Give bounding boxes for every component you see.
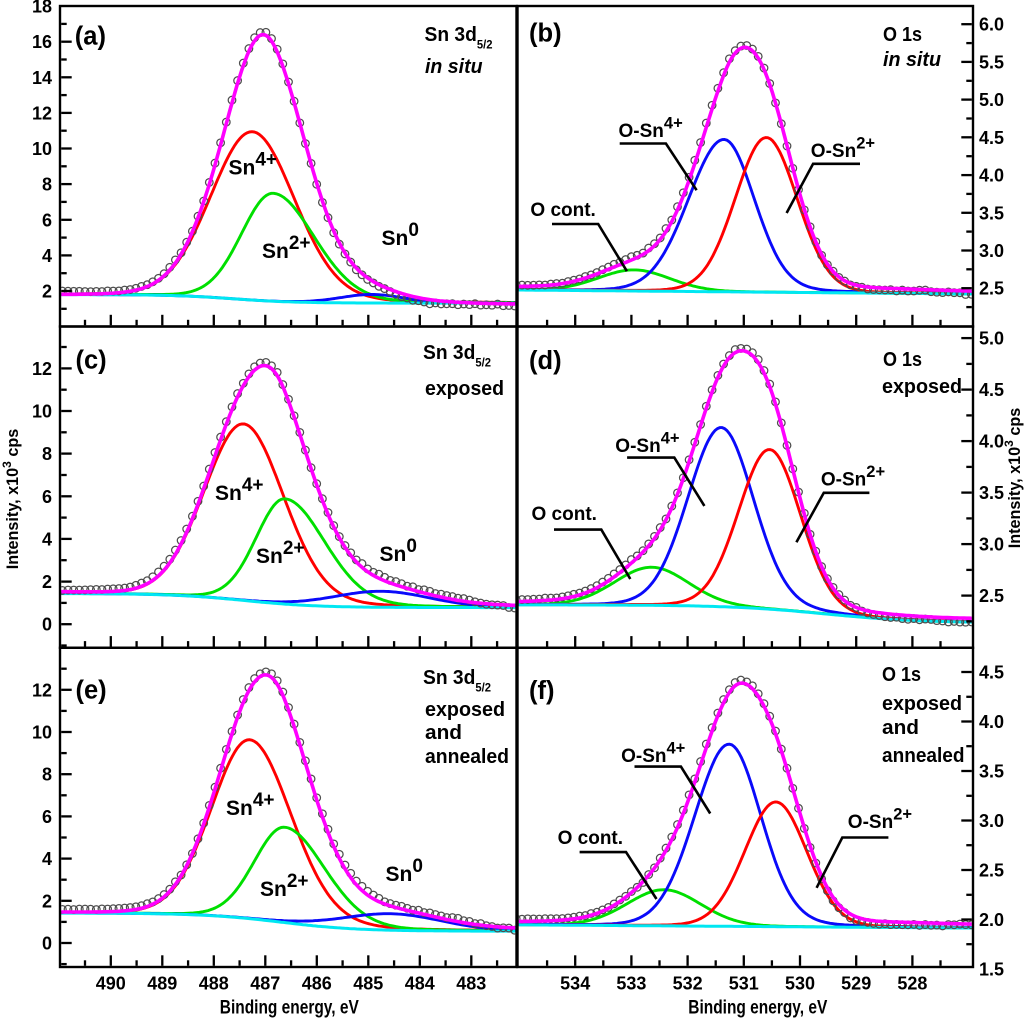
svg-text:483: 483: [456, 974, 486, 994]
svg-text:485: 485: [353, 974, 383, 994]
svg-text:14: 14: [32, 68, 52, 88]
svg-text:Binding energy, eV: Binding energy, eV: [688, 997, 827, 1019]
svg-text:2.5: 2.5: [979, 861, 1004, 881]
svg-text:and: and: [882, 716, 919, 739]
svg-text:529: 529: [841, 974, 871, 994]
svg-text:12: 12: [32, 103, 52, 123]
svg-text:Binding energy, eV: Binding energy, eV: [220, 997, 359, 1019]
svg-text:6: 6: [42, 487, 52, 507]
svg-text:534: 534: [560, 974, 590, 994]
svg-text:3.0: 3.0: [979, 535, 1004, 555]
svg-text:4.0: 4.0: [979, 712, 1004, 732]
svg-text:6: 6: [42, 210, 52, 230]
svg-text:Intensity, x103 cps: Intensity, x103 cps: [1002, 408, 1024, 548]
svg-text:O cont.: O cont.: [532, 504, 597, 525]
svg-text:4.5: 4.5: [979, 663, 1004, 683]
svg-text:10: 10: [32, 402, 52, 422]
svg-text:(a): (a): [75, 22, 106, 50]
svg-text:8: 8: [42, 175, 52, 195]
svg-text:0: 0: [42, 615, 52, 635]
svg-text:2: 2: [42, 282, 52, 302]
svg-text:8: 8: [42, 444, 52, 464]
svg-text:5.5: 5.5: [979, 52, 1004, 72]
svg-text:530: 530: [785, 974, 815, 994]
svg-text:2: 2: [42, 891, 52, 911]
svg-text:12: 12: [32, 359, 52, 379]
svg-text:4.0: 4.0: [979, 432, 1004, 452]
svg-text:and: and: [425, 721, 462, 744]
svg-text:532: 532: [673, 974, 703, 994]
svg-text:488: 488: [199, 974, 229, 994]
svg-text:533: 533: [616, 974, 646, 994]
svg-text:1.5: 1.5: [979, 960, 1004, 980]
svg-text:annealed: annealed: [882, 744, 965, 767]
svg-text:2.0: 2.0: [979, 910, 1004, 930]
svg-text:6: 6: [42, 807, 52, 827]
svg-text:489: 489: [147, 974, 177, 994]
svg-text:O cont.: O cont.: [530, 200, 595, 221]
svg-text:2.5: 2.5: [979, 279, 1004, 299]
svg-text:O 1s: O 1s: [883, 348, 922, 371]
svg-text:10: 10: [32, 723, 52, 743]
svg-text:4.5: 4.5: [979, 128, 1004, 148]
svg-text:8: 8: [42, 765, 52, 785]
svg-text:4: 4: [42, 529, 52, 549]
svg-text:in situ: in situ: [425, 55, 483, 78]
svg-text:(c): (c): [76, 346, 107, 374]
svg-text:(f): (f): [529, 677, 554, 705]
svg-text:3.5: 3.5: [979, 203, 1004, 223]
svg-text:O 1s: O 1s: [883, 23, 922, 46]
svg-text:O 1s: O 1s: [882, 663, 921, 686]
svg-text:10: 10: [32, 139, 52, 159]
svg-text:2: 2: [42, 572, 52, 592]
svg-text:exposed: exposed: [425, 377, 504, 400]
svg-text:487: 487: [250, 974, 280, 994]
svg-text:(d): (d): [529, 347, 562, 375]
svg-text:exposed: exposed: [425, 698, 505, 721]
svg-text:exposed: exposed: [882, 692, 962, 715]
svg-text:6.0: 6.0: [979, 15, 1004, 35]
svg-text:3.5: 3.5: [979, 762, 1004, 782]
svg-text:484: 484: [405, 974, 435, 994]
svg-text:490: 490: [96, 974, 126, 994]
svg-text:486: 486: [302, 974, 332, 994]
svg-text:Intensity, x103 cps: Intensity, x103 cps: [0, 429, 22, 569]
svg-text:3.0: 3.0: [979, 811, 1004, 831]
svg-text:0: 0: [42, 934, 52, 954]
svg-text:4: 4: [42, 246, 52, 266]
svg-text:2.5: 2.5: [979, 586, 1004, 606]
svg-text:3.5: 3.5: [979, 483, 1004, 503]
svg-text:O cont.: O cont.: [558, 828, 623, 849]
svg-text:annealed: annealed: [425, 745, 509, 768]
svg-text:3.0: 3.0: [979, 241, 1004, 261]
svg-text:4.0: 4.0: [979, 166, 1004, 186]
svg-text:528: 528: [897, 974, 927, 994]
svg-text:(e): (e): [76, 677, 107, 705]
svg-text:5.0: 5.0: [979, 90, 1004, 110]
svg-text:531: 531: [729, 974, 759, 994]
svg-text:12: 12: [32, 680, 52, 700]
svg-text:(b): (b): [529, 20, 562, 48]
svg-text:16: 16: [32, 32, 52, 52]
svg-text:exposed: exposed: [882, 375, 962, 398]
svg-text:18: 18: [32, 0, 52, 17]
svg-text:4.5: 4.5: [979, 380, 1004, 400]
svg-text:in situ: in situ: [883, 48, 941, 71]
svg-text:5.0: 5.0: [979, 329, 1004, 349]
svg-text:4: 4: [42, 849, 52, 869]
